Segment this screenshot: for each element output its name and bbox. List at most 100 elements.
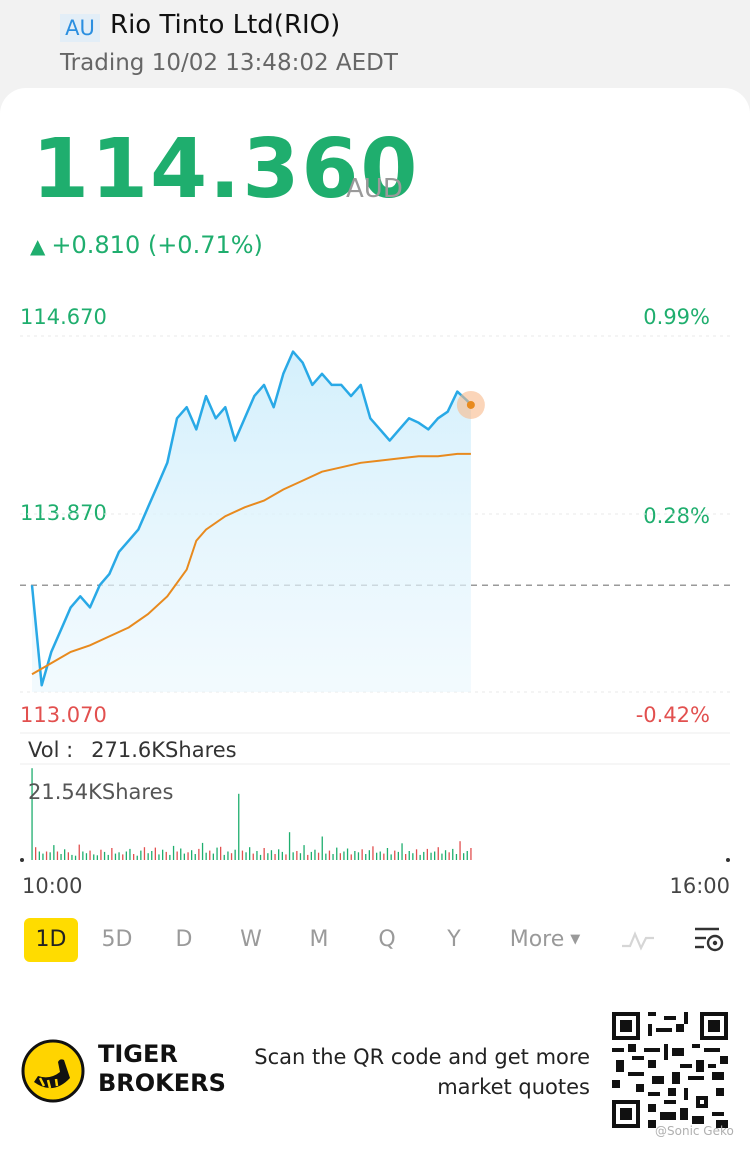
intraday-chart[interactable] bbox=[0, 88, 750, 888]
volume-bar bbox=[227, 851, 229, 860]
volume-bar bbox=[183, 853, 185, 860]
volume-bar bbox=[376, 852, 378, 860]
volume-bar bbox=[42, 853, 44, 860]
quote-card: 114.360 AUD ▲ +0.810 (+0.71%) 114.670 113… bbox=[0, 88, 750, 1150]
volume-bar bbox=[241, 850, 244, 860]
average-price-line bbox=[31, 452, 471, 676]
volume-axis-dot-left bbox=[20, 858, 24, 862]
volume-bar bbox=[466, 851, 468, 860]
volume-total-label: Vol : bbox=[28, 738, 74, 762]
volume-total-value: 271.6KShares bbox=[91, 738, 237, 762]
volume-bar bbox=[209, 850, 211, 860]
tab-1d[interactable]: 1D bbox=[24, 918, 78, 962]
volume-bar bbox=[263, 848, 265, 860]
tab-more[interactable]: More ▼ bbox=[500, 918, 590, 962]
tab-quarter[interactable]: Q bbox=[378, 927, 396, 952]
currency-label: AUD bbox=[346, 174, 403, 204]
volume-bar bbox=[172, 845, 175, 860]
volume-bar bbox=[205, 852, 207, 860]
price-line bbox=[30, 350, 472, 687]
volume-bar bbox=[397, 851, 399, 860]
volume-bar bbox=[85, 853, 88, 860]
volume-bar bbox=[278, 849, 280, 860]
volume-bars bbox=[31, 768, 472, 860]
chart-indicator-icon[interactable] bbox=[620, 926, 656, 954]
volume-bar bbox=[415, 849, 418, 860]
volume-axis-dot-right bbox=[726, 858, 730, 862]
volume-bar bbox=[285, 854, 287, 860]
volume-bar bbox=[165, 851, 167, 860]
volume-bar bbox=[405, 854, 407, 860]
volume-bar bbox=[249, 847, 251, 860]
tab-month[interactable]: M bbox=[309, 927, 329, 952]
volume-bar bbox=[60, 854, 62, 860]
volume-bar bbox=[383, 853, 385, 860]
volume-bar bbox=[78, 844, 80, 860]
caret-down-icon: ▼ bbox=[570, 932, 581, 947]
volume-bar bbox=[288, 832, 291, 860]
time-axis-start: 10:00 bbox=[22, 874, 83, 898]
volume-bar bbox=[96, 855, 98, 860]
chart-settings-icon[interactable] bbox=[692, 924, 726, 956]
volume-bar bbox=[455, 854, 458, 860]
volume-bar bbox=[339, 853, 341, 860]
volume-bar bbox=[292, 852, 294, 860]
tab-more-label: More bbox=[509, 927, 565, 952]
volume-bar bbox=[125, 851, 127, 860]
volume-bar bbox=[216, 847, 218, 860]
volume-bar bbox=[136, 855, 138, 860]
tab-5d[interactable]: 5D bbox=[101, 927, 133, 952]
volume-total: Vol : 271.6KShares bbox=[28, 738, 237, 762]
volume-bar bbox=[147, 853, 149, 860]
volume-bar bbox=[448, 852, 450, 860]
volume-bar bbox=[234, 849, 236, 860]
tab-day[interactable]: D bbox=[175, 927, 193, 952]
last-price-dot bbox=[466, 400, 475, 409]
volume-bar bbox=[303, 845, 305, 860]
volume-bar bbox=[419, 854, 421, 860]
volume-bar bbox=[444, 850, 447, 860]
volume-bar bbox=[67, 852, 69, 860]
trading-status: Trading 10/02 13:48:02 AEDT bbox=[60, 50, 398, 76]
volume-bar bbox=[463, 853, 465, 860]
volume-bar bbox=[361, 849, 363, 860]
volume-bar bbox=[357, 852, 360, 860]
tab-year[interactable]: Y bbox=[447, 927, 461, 952]
volume-bar bbox=[412, 853, 414, 860]
volume-bar bbox=[162, 849, 164, 860]
volume-bar bbox=[198, 848, 200, 860]
volume-bar bbox=[49, 852, 51, 860]
tab-week[interactable]: W bbox=[240, 927, 262, 952]
volume-bar bbox=[259, 854, 262, 860]
volume-bar bbox=[31, 768, 33, 860]
period-selector: 1D 5D D W M Q Y More ▼ bbox=[22, 918, 732, 962]
pct-axis-label-min: -0.42% bbox=[635, 703, 710, 727]
volume-bar bbox=[114, 853, 117, 860]
volume-bar bbox=[336, 847, 338, 860]
volume-bar bbox=[151, 851, 153, 860]
brand-line-2: BROKERS bbox=[98, 1069, 226, 1097]
volume-bar bbox=[107, 854, 109, 860]
volume-bar bbox=[169, 854, 171, 860]
volume-bar bbox=[245, 852, 247, 860]
volume-bar bbox=[154, 847, 156, 860]
volume-bar bbox=[71, 854, 73, 860]
time-axis-end: 16:00 bbox=[669, 874, 730, 898]
volume-bar bbox=[38, 851, 40, 860]
volume-bar bbox=[64, 849, 66, 860]
volume-bar bbox=[103, 851, 106, 860]
volume-bar bbox=[281, 851, 283, 860]
exchange-badge: AU bbox=[60, 14, 100, 42]
volume-bar bbox=[82, 851, 84, 860]
volume-bar bbox=[158, 854, 160, 860]
volume-bar bbox=[74, 855, 77, 860]
current-price: 114.360 bbox=[32, 122, 420, 217]
volume-bar bbox=[343, 851, 345, 860]
chart-grid bbox=[20, 335, 730, 765]
volume-bar bbox=[143, 847, 146, 860]
volume-bar bbox=[386, 848, 389, 860]
y-axis-label-max: 114.670 bbox=[20, 305, 107, 329]
volume-bar bbox=[180, 848, 182, 860]
promo-line-1: Scan the QR code and get more bbox=[254, 1045, 590, 1069]
volume-bar bbox=[176, 851, 178, 860]
